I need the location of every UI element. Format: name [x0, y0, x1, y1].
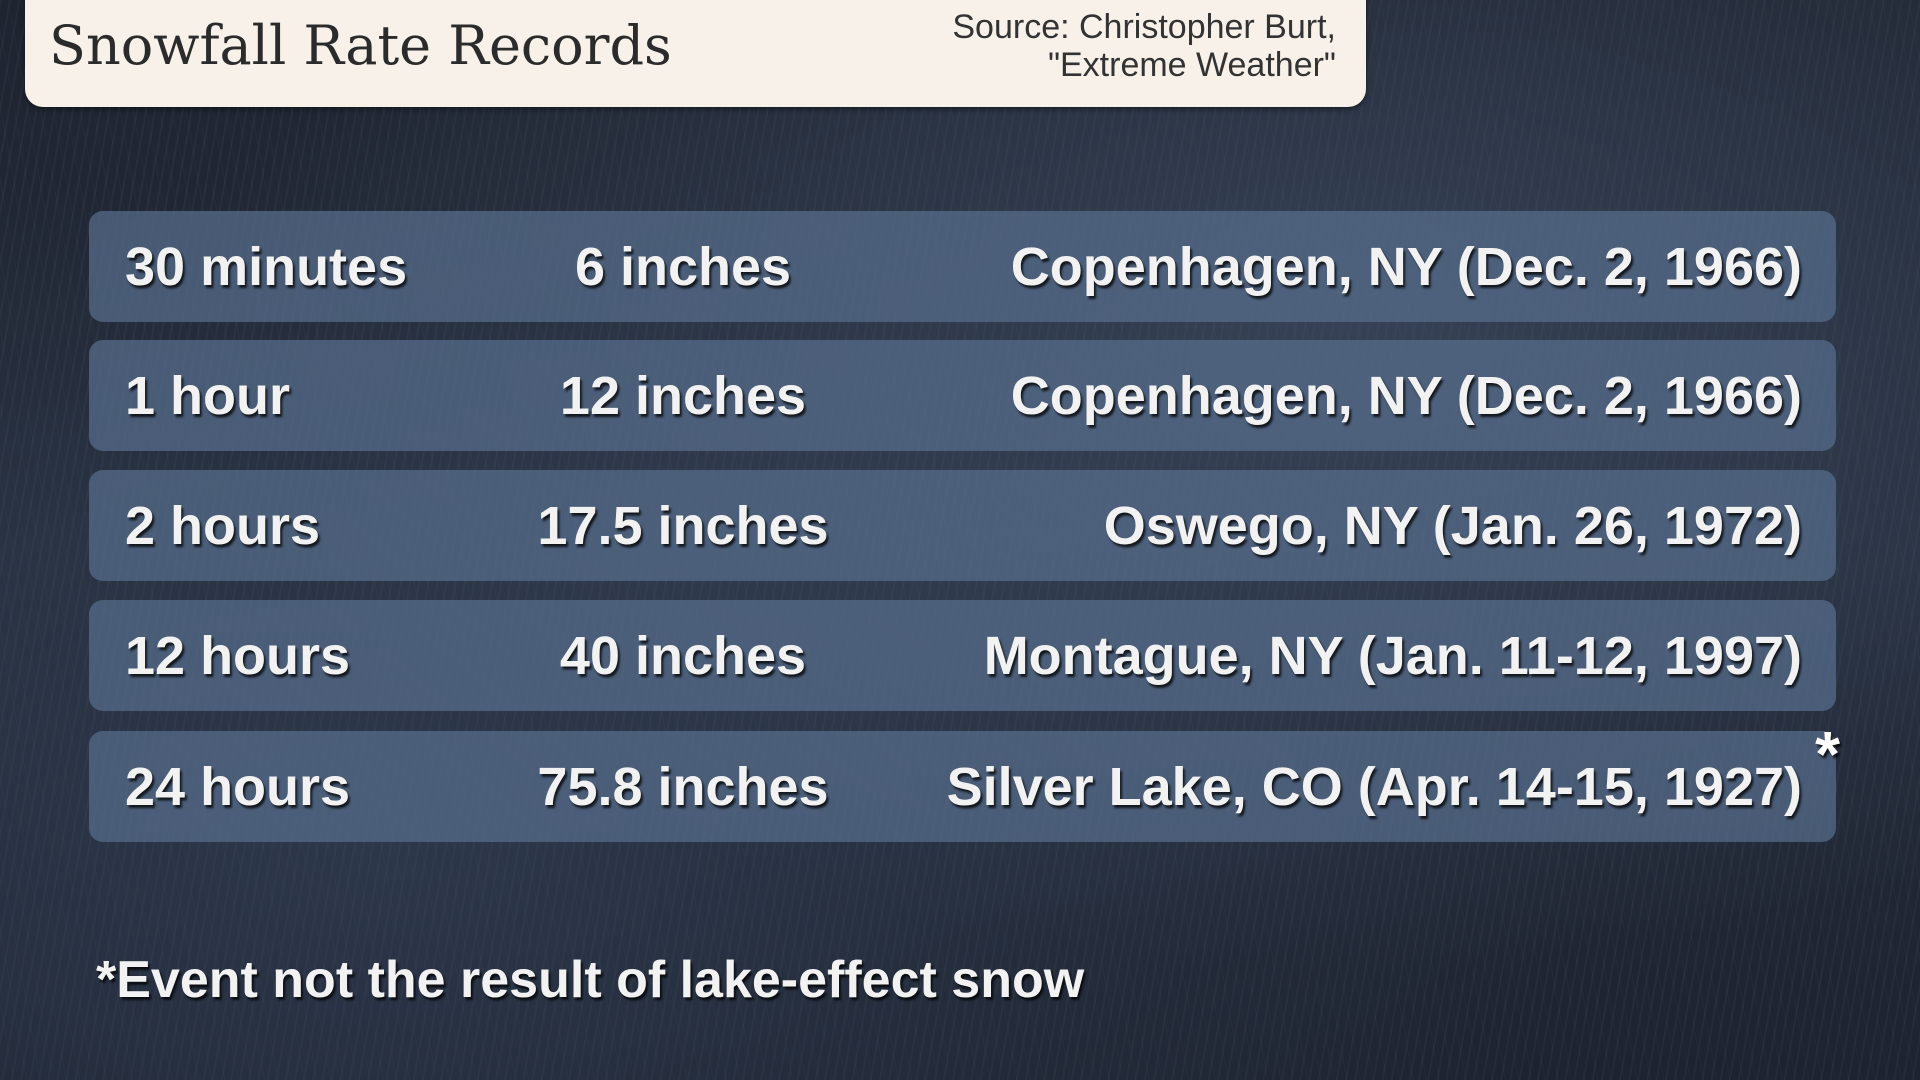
record-duration: 2 hours — [125, 495, 321, 556]
source-credit: Source: Christopher Burt, "Extreme Weath… — [952, 8, 1336, 84]
record-duration: 1 hour — [125, 365, 291, 426]
record-duration: 12 hours — [125, 625, 351, 686]
record-amount: 17.5 inches — [537, 495, 829, 556]
record-location: Copenhagen, NY (Dec. 2, 1966) — [1010, 236, 1802, 297]
record-amount: 75.8 inches — [537, 756, 829, 817]
footnote: *Event not the result of lake-effect sno… — [96, 951, 1085, 1009]
source-line-1: Source: Christopher Burt, — [952, 8, 1336, 46]
record-location: Oswego, NY (Jan. 26, 1972) — [1103, 495, 1802, 556]
record-amount: 6 inches — [574, 236, 792, 297]
record-location: Montague, NY (Jan. 11-12, 1997) — [983, 625, 1802, 686]
record-row: 30 minutes 6 inches Copenhagen, NY (Dec.… — [89, 211, 1836, 322]
record-row: 2 hours 17.5 inches Oswego, NY (Jan. 26,… — [89, 470, 1836, 581]
record-location: Copenhagen, NY (Dec. 2, 1966) — [1010, 365, 1802, 426]
record-row: 12 hours 40 inches Montague, NY (Jan. 11… — [89, 600, 1836, 711]
record-location: Silver Lake, CO (Apr. 14-15, 1927) — [946, 756, 1802, 817]
record-row: 24 hours 75.8 inches Silver Lake, CO (Ap… — [89, 718, 1840, 842]
record-amount: 12 inches — [559, 365, 807, 426]
record-duration: 30 minutes — [125, 236, 408, 297]
page-title: Snowfall Rate Records — [49, 14, 672, 77]
source-line-2: "Extreme Weather" — [1047, 46, 1336, 84]
footnote-marker: * — [1815, 718, 1840, 790]
record-duration: 24 hours — [125, 756, 351, 817]
record-amount: 40 inches — [559, 625, 807, 686]
record-row: 1 hour 12 inches Copenhagen, NY (Dec. 2,… — [89, 340, 1836, 451]
title-banner: Snowfall Rate Records Source: Christophe… — [25, 0, 1366, 107]
